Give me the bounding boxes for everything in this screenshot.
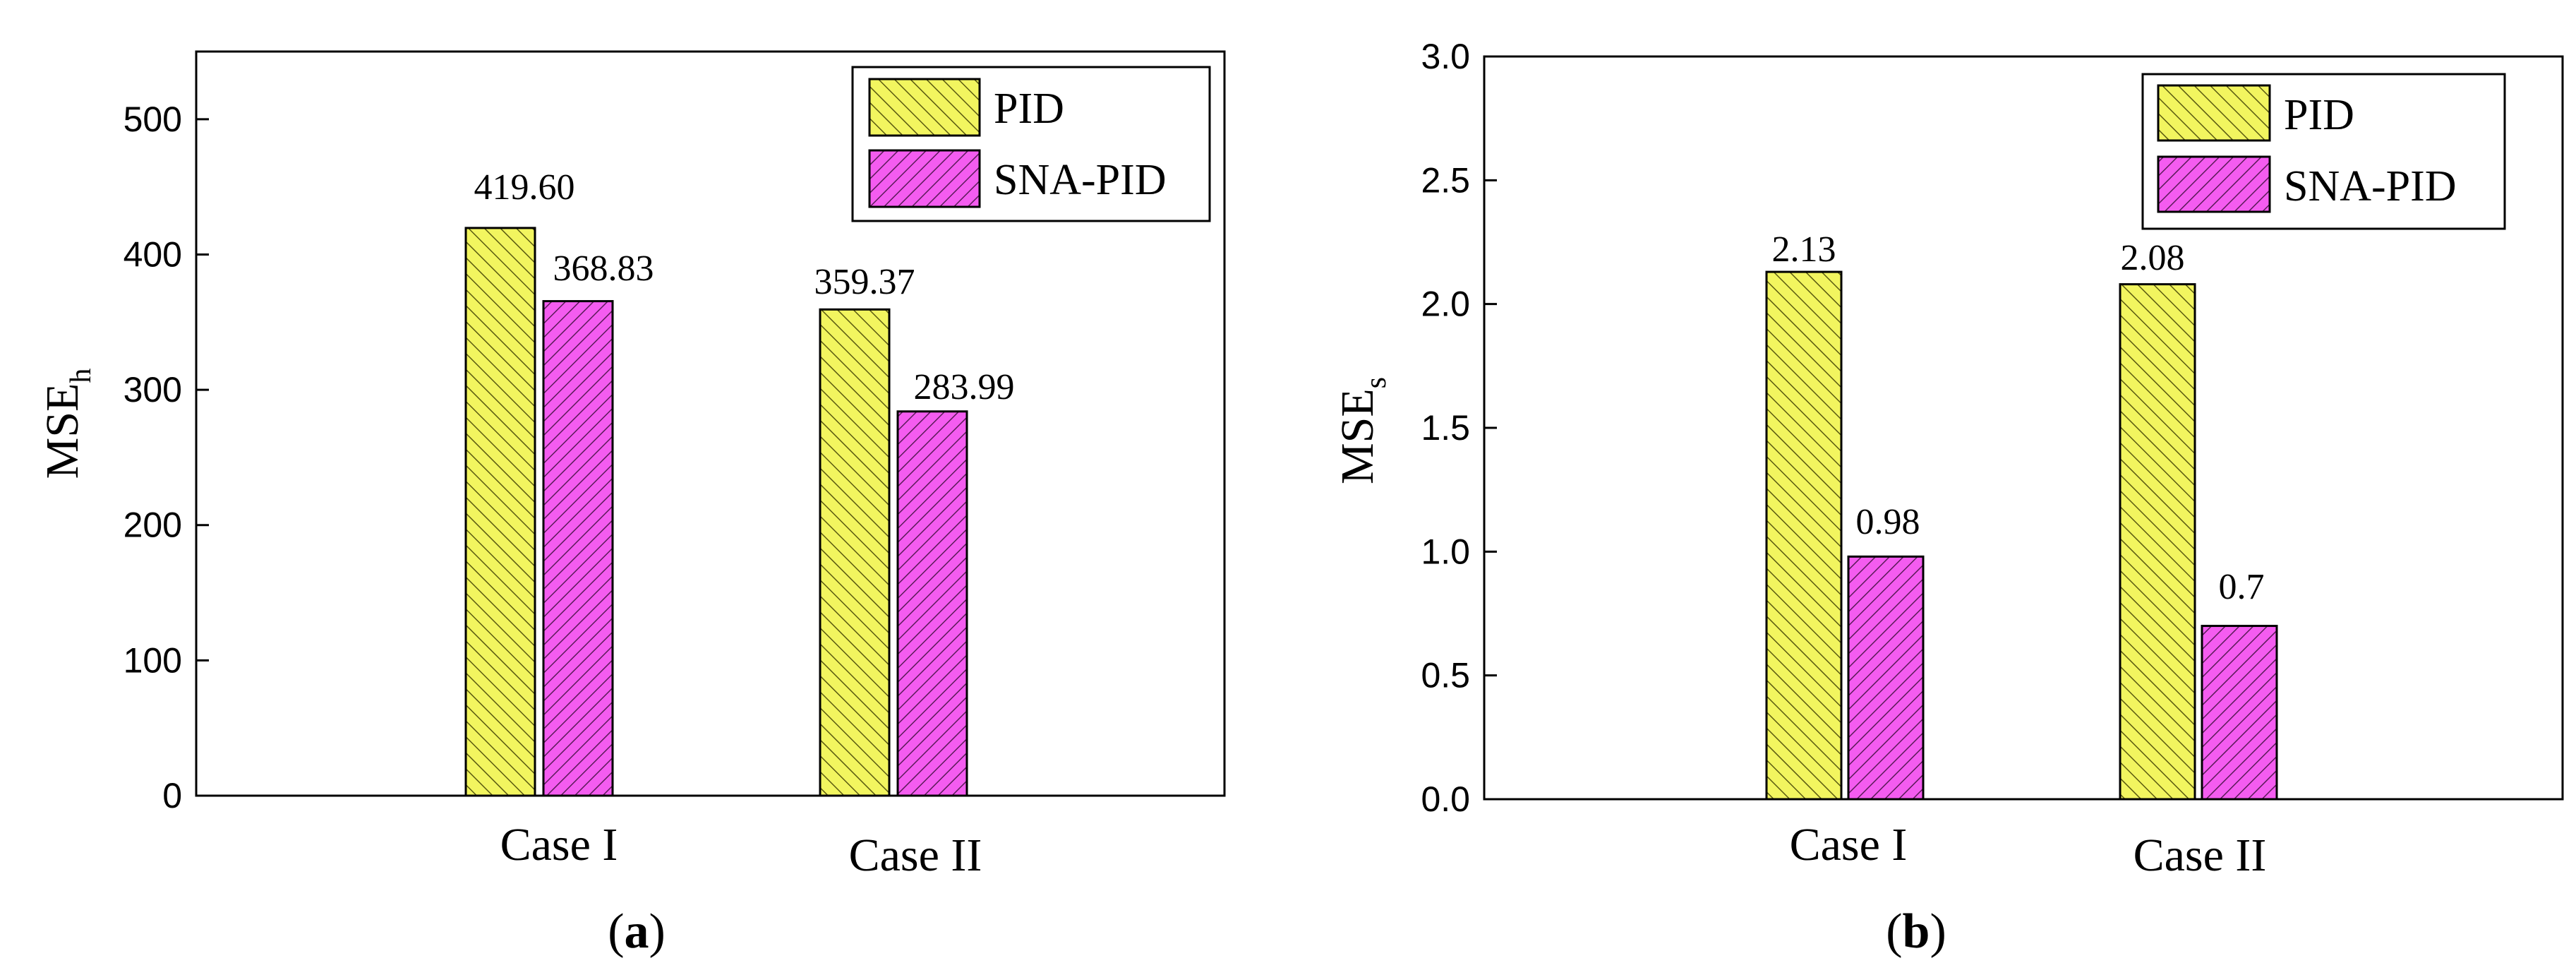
caption-b: (b) bbox=[1886, 904, 1946, 959]
x-tick-label-case-ii-a: Case II bbox=[849, 830, 982, 881]
y-tick-label-b-4: 2.0 bbox=[1421, 285, 1470, 324]
caption-a: (a) bbox=[608, 904, 666, 959]
bars-b bbox=[1765, 270, 2278, 801]
legend-label-sna-pid-b: SNA-PID bbox=[2284, 162, 2457, 210]
value-label-pid-case-i-b: 2.13 bbox=[1772, 229, 1836, 270]
x-tick-label-case-i-b: Case I bbox=[1790, 819, 1908, 871]
bar-pid-case-ii-a bbox=[819, 308, 891, 797]
y-axis-ticks-b: 0.0 0.5 1.0 1.5 2.0 2.5 3.0 bbox=[1421, 37, 1497, 819]
legend-swatch-pid-a bbox=[868, 78, 981, 137]
y-axis-label-b: MSEs bbox=[1332, 377, 1392, 484]
y-tick-label-b-5: 2.5 bbox=[1421, 160, 1470, 200]
y-tick-label-a-2: 200 bbox=[124, 506, 182, 545]
bar-sna-pid-case-i-a bbox=[542, 300, 614, 797]
y-tick-label-a-3: 300 bbox=[124, 370, 182, 409]
y-axis-label-a: MSEh bbox=[37, 369, 97, 479]
legend-swatch-pid-b bbox=[2157, 84, 2271, 142]
x-tick-label-case-ii-b: Case II bbox=[2133, 830, 2267, 881]
value-label-pid-case-i-a: 419.60 bbox=[474, 167, 575, 208]
value-label-sna-pid-case-i-a: 368.83 bbox=[553, 249, 654, 289]
chart-panel-b: 0.0 0.5 1.0 1.5 2.0 2.5 3.0 MSEs Case I Case I… bbox=[1332, 37, 2564, 959]
legend-label-pid-b: PID bbox=[2284, 91, 2354, 139]
legend-swatch-sna-pid-b bbox=[2157, 155, 2271, 213]
y-tick-label-a-4: 400 bbox=[124, 234, 182, 274]
value-label-sna-pid-case-ii-a: 283.99 bbox=[914, 367, 1015, 407]
value-label-sna-pid-case-i-b: 0.98 bbox=[1856, 502, 1920, 542]
bar-pid-case-i-b bbox=[1765, 270, 1843, 801]
legend-a: PID SNA-PID bbox=[851, 66, 1211, 222]
bar-pid-case-ii-b bbox=[2119, 283, 2196, 801]
y-tick-label-b-2: 1.0 bbox=[1421, 532, 1470, 571]
bars-a bbox=[464, 227, 968, 797]
y-axis-ticks-a: 0 100 200 300 400 500 bbox=[124, 100, 209, 815]
value-label-pid-case-ii-a: 359.37 bbox=[814, 262, 915, 302]
bar-sna-pid-case-ii-a bbox=[896, 410, 968, 797]
plot-frame-a bbox=[195, 50, 1226, 797]
y-tick-label-a-1: 100 bbox=[124, 640, 182, 680]
bar-sna-pid-case-i-b bbox=[1847, 555, 1925, 801]
value-label-pid-case-ii-b: 2.08 bbox=[2121, 238, 2185, 278]
legend-b: PID SNA-PID bbox=[2141, 73, 2506, 230]
value-label-sna-pid-case-ii-b: 0.7 bbox=[2219, 567, 2265, 607]
chart-panel-a: 0 100 200 300 400 500 MSEh Case I Case II 419… bbox=[37, 50, 1226, 959]
legend-label-pid-a: PID bbox=[994, 85, 1064, 133]
y-tick-label-b-3: 1.5 bbox=[1421, 408, 1470, 448]
y-tick-label-b-6: 3.0 bbox=[1421, 37, 1470, 76]
bar-sna-pid-case-ii-b bbox=[2201, 625, 2278, 801]
bar-pid-case-i-a bbox=[464, 227, 536, 797]
y-tick-label-b-0: 0.0 bbox=[1421, 779, 1470, 819]
y-tick-label-a-5: 500 bbox=[124, 100, 182, 139]
legend-label-sna-pid-a: SNA-PID bbox=[994, 156, 1167, 204]
y-tick-label-b-1: 0.5 bbox=[1421, 656, 1470, 695]
y-tick-label-a-0: 0 bbox=[162, 776, 182, 815]
x-tick-label-case-i-a: Case I bbox=[500, 819, 618, 871]
legend-swatch-sna-pid-a bbox=[868, 149, 981, 208]
